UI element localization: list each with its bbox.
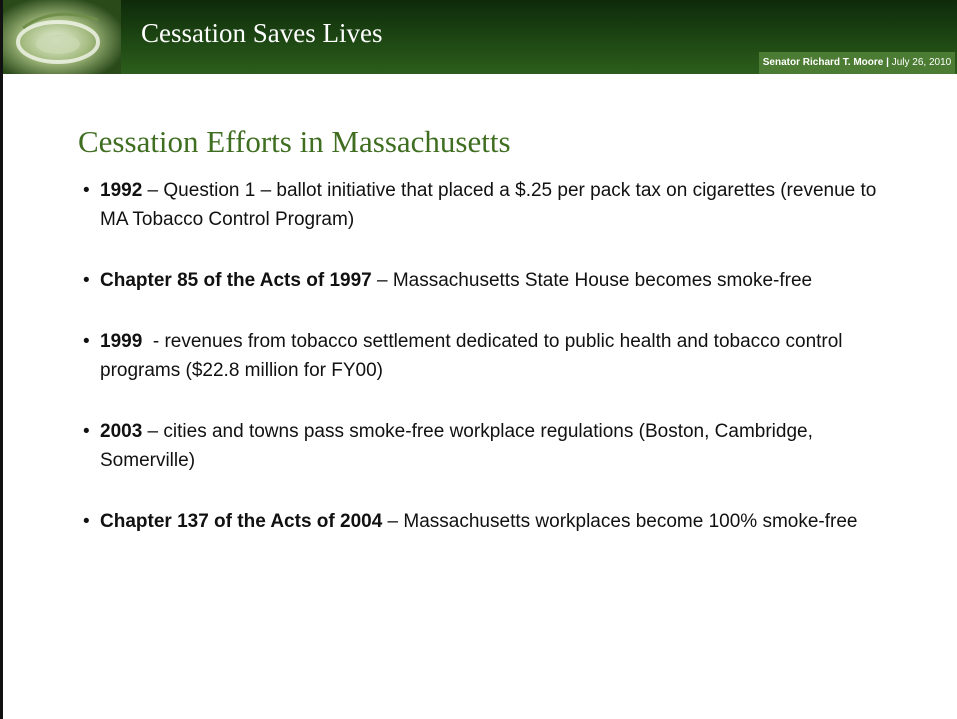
bullet-lead: 2003 bbox=[100, 421, 142, 442]
bullet-item: 2003 – cities and towns pass smoke-free … bbox=[100, 417, 890, 475]
header-meta: Senator Richard T. Moore | July 26, 2010 bbox=[759, 52, 955, 74]
bullet-lead: 1999 bbox=[100, 331, 142, 352]
bullet-list: 1992 – Question 1 – ballot initiative th… bbox=[100, 176, 890, 568]
header-icon bbox=[3, 0, 121, 74]
header-title: Cessation Saves Lives bbox=[141, 18, 382, 49]
bullet-item: Chapter 137 of the Acts of 2004 – Massac… bbox=[100, 507, 890, 536]
slide-title: Cessation Efforts in Massachusetts bbox=[78, 124, 511, 160]
bullet-lead: Chapter 85 of the Acts of 1997 bbox=[100, 270, 372, 291]
bullet-text: – Massachusetts State House becomes smok… bbox=[372, 270, 812, 291]
bullet-text: – cities and towns pass smoke-free workp… bbox=[100, 421, 818, 471]
bullet-text: – Question 1 – ballot initiative that pl… bbox=[100, 180, 882, 230]
bullet-item: Chapter 85 of the Acts of 1997 – Massach… bbox=[100, 266, 890, 295]
presenter: Senator Richard T. Moore bbox=[763, 57, 884, 68]
bullet-lead: 1992 bbox=[100, 180, 142, 201]
bullet-lead: Chapter 137 of the Acts of 2004 bbox=[100, 511, 382, 532]
header-bar: Cessation Saves Lives Senator Richard T.… bbox=[3, 0, 957, 74]
bullet-text: – Massachusetts workplaces become 100% s… bbox=[382, 511, 857, 532]
slide: Cessation Saves Lives Senator Richard T.… bbox=[0, 0, 957, 719]
bullet-text: - revenues from tobacco settlement dedic… bbox=[100, 331, 848, 381]
bullet-item: 1992 – Question 1 – ballot initiative th… bbox=[100, 176, 890, 234]
bullet-item: 1999 - revenues from tobacco settlement … bbox=[100, 327, 890, 385]
separator: | bbox=[886, 57, 889, 68]
date: July 26, 2010 bbox=[892, 57, 952, 68]
